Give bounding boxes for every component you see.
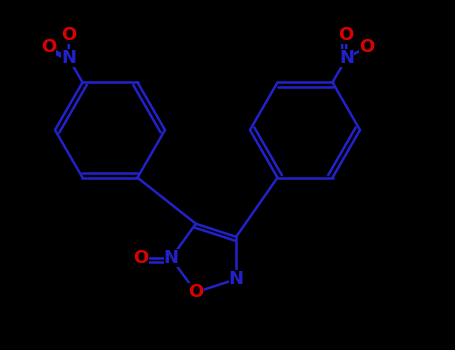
- Text: O: O: [40, 38, 56, 56]
- Text: O: O: [338, 26, 354, 44]
- Text: O: O: [359, 38, 374, 56]
- Text: N: N: [339, 49, 354, 67]
- Text: O: O: [133, 249, 149, 267]
- Text: O: O: [61, 26, 77, 44]
- Text: N: N: [61, 49, 76, 67]
- Text: N: N: [163, 249, 178, 267]
- Text: N: N: [228, 270, 243, 288]
- Text: O: O: [188, 283, 203, 301]
